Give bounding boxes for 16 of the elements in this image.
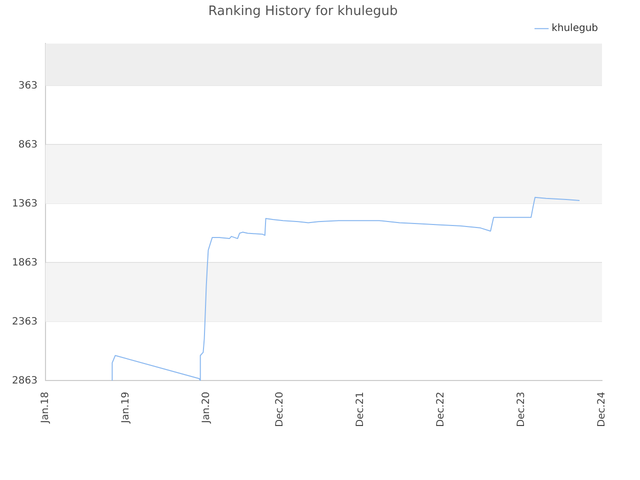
y-tick-label: 2363 <box>12 316 38 328</box>
y-tick-label: 1363 <box>12 198 38 210</box>
x-tick-label: Dec.20 <box>274 392 286 428</box>
x-tick-label: Dec.23 <box>516 392 527 428</box>
y-tick-label: 2863 <box>12 375 38 386</box>
y-tick-label: 863 <box>18 139 38 150</box>
x-tick-label: Dec.21 <box>355 392 366 428</box>
y-tick-label: 363 <box>18 80 38 92</box>
x-tick-label: Dec.22 <box>436 392 447 428</box>
y-tick-label: 1863 <box>12 257 38 268</box>
legend-label: khulegub <box>552 23 598 34</box>
x-tick-label: Jan.18 <box>40 392 52 424</box>
x-tick-label: Dec.24 <box>596 392 608 428</box>
x-tick-label: Jan.20 <box>200 392 212 424</box>
chart-title: Ranking History for khulegub <box>208 4 398 20</box>
x-tick-label: Jan.19 <box>120 392 132 424</box>
